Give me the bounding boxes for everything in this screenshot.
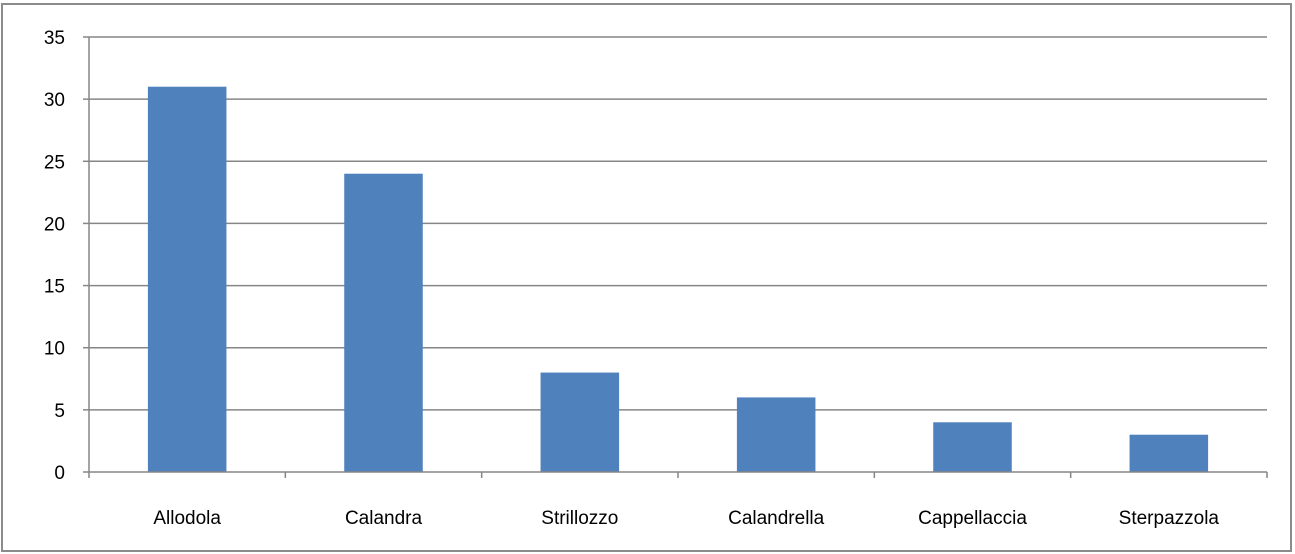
x-category-label: Strillozzo — [541, 508, 618, 529]
x-category-label: Allodola — [153, 508, 221, 529]
bar-calandrella — [736, 397, 816, 472]
x-category-label: Sterpazzola — [1119, 508, 1220, 529]
bar-strillozzo — [540, 372, 620, 472]
y-tick-label: 30 — [44, 90, 65, 111]
y-tick-label: 35 — [44, 28, 65, 49]
y-tick-labels: 0 5 10 15 20 25 30 35 — [44, 28, 65, 484]
bar-calandra — [344, 173, 423, 472]
y-tick-label: 15 — [44, 277, 65, 298]
bar-cappellaccia — [933, 422, 1012, 472]
x-category-label: Cappellaccia — [918, 508, 1027, 529]
y-tick-label: 0 — [54, 463, 65, 484]
y-tick-label: 20 — [44, 214, 65, 235]
bars — [147, 86, 1209, 472]
y-tick-label: 5 — [54, 401, 65, 422]
x-category-label: Calandrella — [728, 508, 825, 529]
y-tick-label: 25 — [44, 152, 65, 173]
x-category-label: Calandra — [345, 508, 423, 529]
y-tick-label: 10 — [44, 339, 65, 360]
bar-allodola — [147, 86, 227, 472]
gridlines — [89, 36, 1267, 411]
x-category-labels: Allodola Calandra Strillozzo Calandrella Cap… — [153, 508, 1219, 529]
axes — [83, 36, 1268, 478]
bar-sterpazzola — [1129, 434, 1209, 472]
